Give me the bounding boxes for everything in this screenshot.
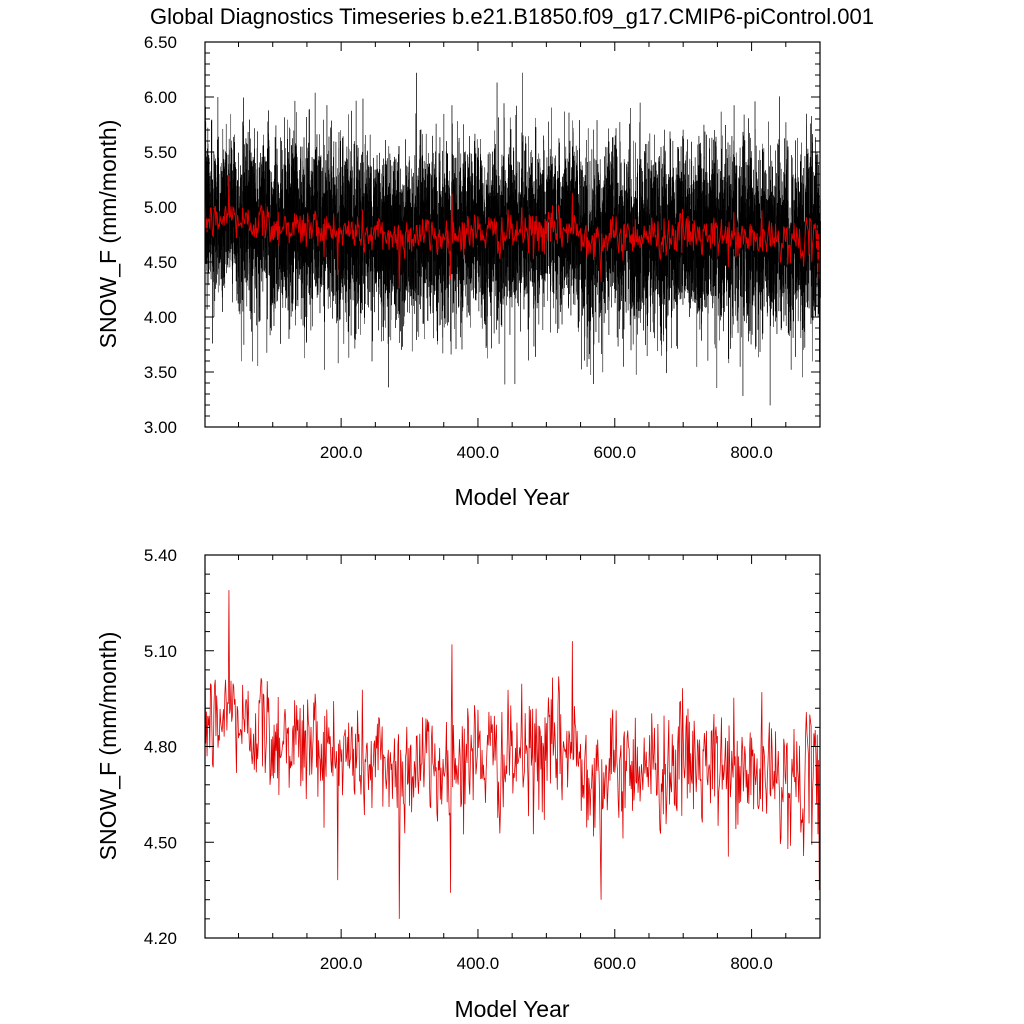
x-tick-label: 400.0 xyxy=(457,954,500,973)
x-tick-label: 800.0 xyxy=(730,443,773,462)
y-tick-label: 3.50 xyxy=(144,363,177,382)
annual-series-line xyxy=(204,590,821,919)
bottom-axis-ticks: 200.0 400.0 600.0 800.0 4.20 4.50 4.80 5.10 5.40 xyxy=(144,546,820,973)
annual-series-red-bottom xyxy=(204,590,821,919)
y-tick-label: 5.00 xyxy=(144,198,177,217)
x-tick-label: 600.0 xyxy=(593,443,636,462)
top-panel: 200.0 400.0 600.0 800.0 3.00 3.50 4.00 4.50 5.00… xyxy=(95,33,821,510)
y-tick-label: 6.50 xyxy=(144,33,177,52)
y-tick-label: 6.00 xyxy=(144,88,177,107)
bottom-x-axis-label: Model Year xyxy=(454,996,569,1022)
y-tick-label: 4.20 xyxy=(144,929,177,948)
x-tick-label: 600.0 xyxy=(593,954,636,973)
top-x-axis-label: Model Year xyxy=(454,484,569,510)
annual-series-red xyxy=(204,175,821,289)
figure-title: Global Diagnostics Timeseries b.e21.B185… xyxy=(150,4,874,29)
x-tick-label: 200.0 xyxy=(320,954,363,973)
y-tick-label: 4.50 xyxy=(144,253,177,272)
bottom-y-axis-label: SNOW_F (mm/month) xyxy=(95,632,121,861)
y-tick-label: 4.80 xyxy=(144,738,177,757)
y-tick-label: 5.50 xyxy=(144,143,177,162)
annual-series-line-top xyxy=(204,175,821,289)
y-tick-label: 5.10 xyxy=(144,642,177,661)
y-tick-label: 5.40 xyxy=(144,546,177,565)
y-tick-label: 4.00 xyxy=(144,308,177,327)
x-tick-label: 400.0 xyxy=(457,443,500,462)
top-y-axis-label: SNOW_F (mm/month) xyxy=(95,120,121,349)
y-tick-label: 3.00 xyxy=(144,418,177,437)
x-tick-label: 200.0 xyxy=(320,443,363,462)
y-tick-label: 4.50 xyxy=(144,833,177,852)
top-axis-ticks: 200.0 400.0 600.0 800.0 3.00 3.50 4.00 4.50 5.00… xyxy=(144,33,820,462)
x-tick-label: 800.0 xyxy=(730,954,773,973)
bottom-panel: 200.0 400.0 600.0 800.0 4.20 4.50 4.80 5.10 5.40… xyxy=(95,546,821,1022)
